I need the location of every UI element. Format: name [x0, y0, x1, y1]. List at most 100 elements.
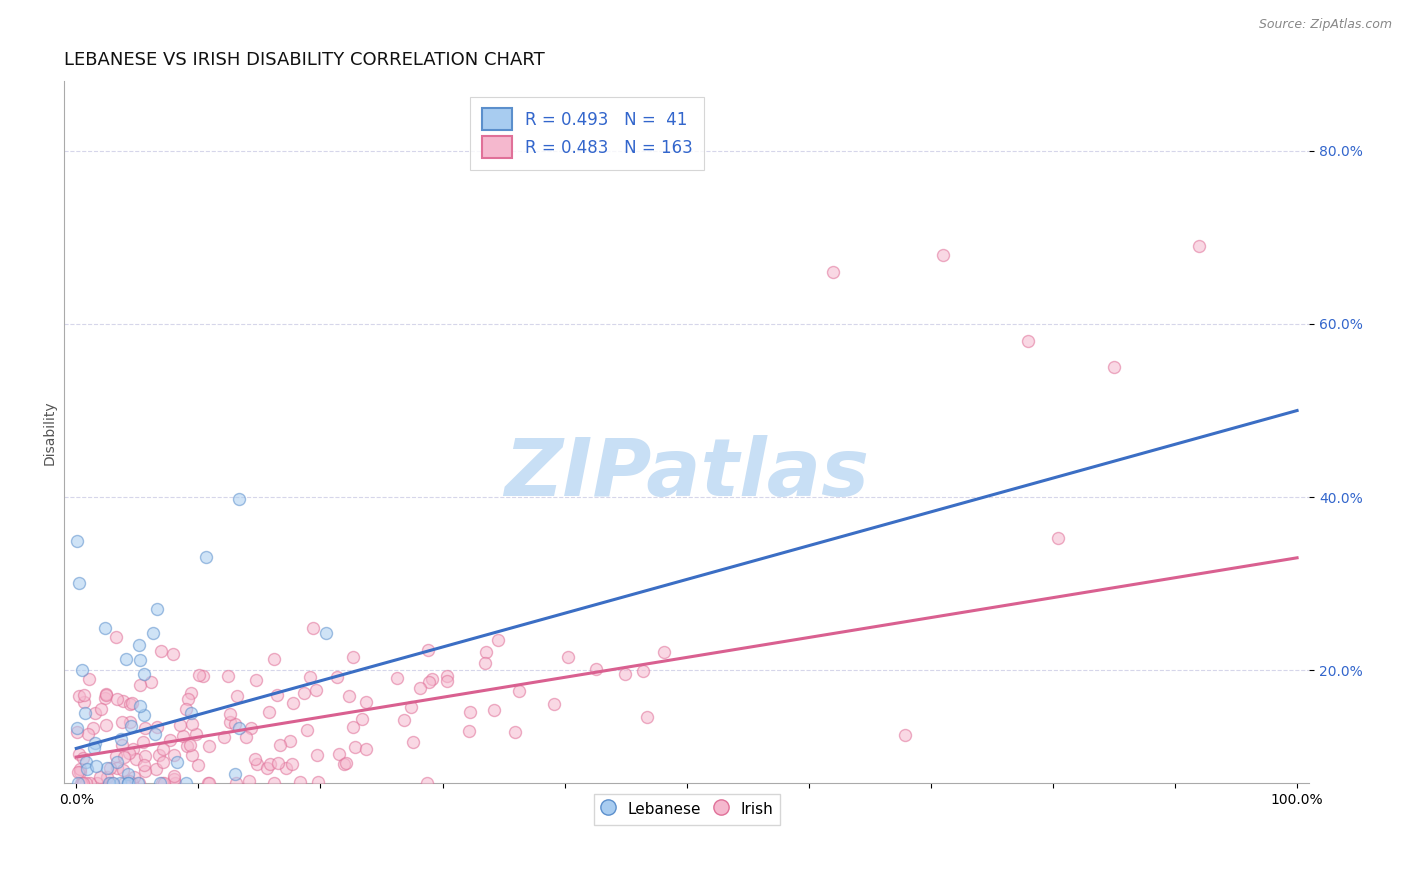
- Point: [105, 749, 128, 764]
- Point: [281, 757, 304, 772]
- Point: [335, 756, 357, 770]
- Point: [174, 702, 197, 716]
- Point: [198, 739, 221, 754]
- Point: [508, 683, 530, 698]
- Point: [1102, 360, 1125, 375]
- Point: [276, 761, 298, 775]
- Point: [1047, 531, 1070, 545]
- Point: [66, 725, 89, 739]
- Point: [132, 708, 155, 723]
- Point: [121, 776, 143, 790]
- Point: [503, 725, 526, 739]
- Point: [305, 683, 328, 698]
- Point: [218, 714, 240, 729]
- Point: [129, 653, 152, 667]
- Point: [228, 721, 250, 735]
- Point: [67, 690, 90, 704]
- Point: [105, 761, 128, 775]
- Point: [186, 727, 208, 741]
- Point: [98, 761, 121, 775]
- Point: [180, 686, 202, 700]
- Point: [77, 727, 100, 741]
- Point: [280, 734, 302, 748]
- Point: [142, 626, 165, 640]
- Point: [128, 776, 150, 790]
- Point: [86, 776, 108, 790]
- Point: [105, 755, 128, 769]
- Point: [240, 722, 263, 736]
- Point: [76, 762, 98, 776]
- Point: [128, 638, 150, 652]
- Point: [188, 667, 211, 681]
- Point: [257, 705, 280, 719]
- Point: [288, 774, 311, 789]
- Point: [307, 775, 329, 789]
- Point: [101, 776, 124, 790]
- Point: [96, 770, 118, 784]
- Point: [328, 747, 350, 761]
- Point: [894, 728, 917, 742]
- Point: [932, 247, 955, 261]
- Point: [401, 735, 423, 749]
- Point: [134, 721, 156, 735]
- Point: [145, 762, 167, 776]
- Point: [150, 776, 173, 790]
- Point: [107, 692, 129, 706]
- Point: [409, 681, 432, 696]
- Point: [246, 757, 269, 772]
- Point: [299, 670, 322, 684]
- Point: [823, 265, 845, 279]
- Point: [283, 696, 305, 710]
- Point: [143, 727, 166, 741]
- Point: [302, 621, 325, 635]
- Point: [153, 776, 176, 790]
- Point: [180, 706, 202, 720]
- Point: [75, 706, 97, 721]
- Point: [172, 729, 194, 743]
- Point: [166, 755, 188, 769]
- Point: [631, 664, 654, 678]
- Point: [337, 689, 360, 703]
- Point: [436, 669, 458, 683]
- Point: [79, 672, 101, 686]
- Point: [90, 702, 112, 716]
- Text: Source: ZipAtlas.com: Source: ZipAtlas.com: [1258, 18, 1392, 31]
- Point: [120, 719, 142, 733]
- Point: [1018, 334, 1040, 349]
- Point: [163, 748, 186, 763]
- Point: [315, 626, 337, 640]
- Point: [127, 776, 149, 790]
- Point: [67, 747, 90, 761]
- Point: [70, 776, 93, 790]
- Point: [121, 742, 143, 756]
- Point: [342, 650, 364, 665]
- Point: [325, 670, 347, 684]
- Point: [125, 752, 148, 766]
- Point: [181, 747, 204, 762]
- Point: [392, 714, 415, 728]
- Point: [141, 674, 163, 689]
- Point: [484, 703, 506, 717]
- Point: [420, 672, 443, 686]
- Point: [267, 756, 290, 771]
- Point: [134, 757, 156, 772]
- Point: [122, 771, 145, 785]
- Point: [344, 740, 367, 755]
- Point: [585, 662, 607, 676]
- Point: [652, 645, 675, 659]
- Point: [263, 776, 285, 790]
- Point: [148, 747, 170, 762]
- Point: [110, 731, 132, 746]
- Point: [94, 687, 117, 701]
- Point: [177, 691, 200, 706]
- Point: [219, 707, 242, 722]
- Point: [96, 717, 118, 731]
- Point: [259, 757, 281, 772]
- Point: [225, 776, 247, 790]
- Point: [150, 644, 173, 658]
- Point: [305, 748, 328, 763]
- Point: [118, 697, 141, 711]
- Point: [66, 776, 89, 790]
- Point: [112, 776, 135, 790]
- Point: [129, 678, 152, 692]
